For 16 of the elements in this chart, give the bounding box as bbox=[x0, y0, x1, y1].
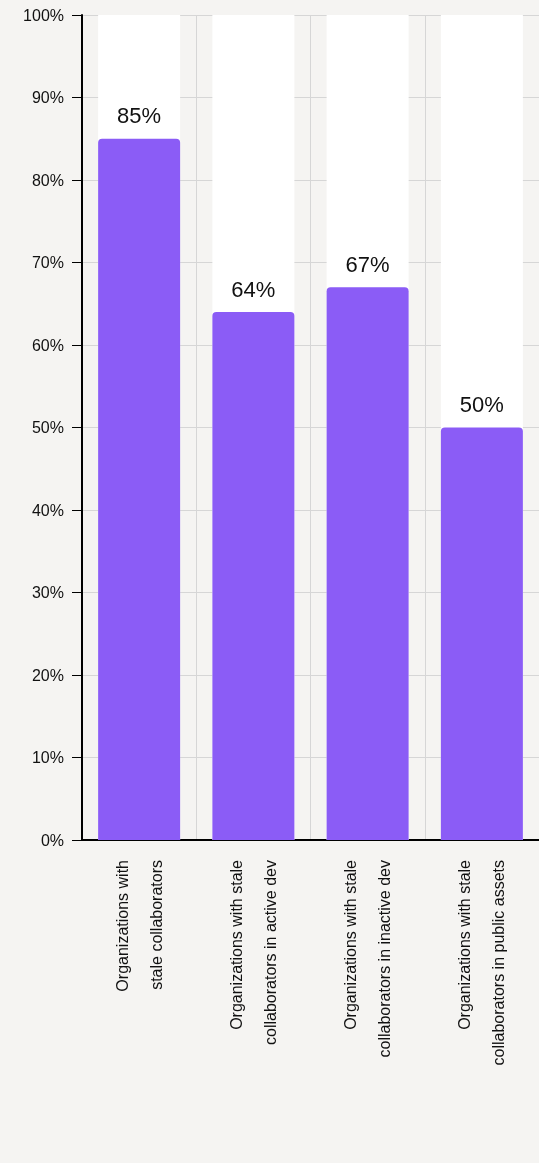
data-label: 64% bbox=[231, 276, 276, 302]
y-tick-label: 0% bbox=[40, 831, 64, 849]
y-tick-label: 30% bbox=[31, 584, 64, 601]
y-tick-label: 10% bbox=[31, 749, 64, 766]
x-tick-label: Organizations with stale collaborators bbox=[113, 860, 165, 992]
y-tick-label: 90% bbox=[31, 89, 64, 106]
y-tick-label: 80% bbox=[31, 171, 64, 189]
y-tick-label: 100% bbox=[23, 6, 64, 24]
y-tick-label: 20% bbox=[31, 666, 64, 684]
y-tick-label: 60% bbox=[31, 336, 64, 354]
y-tick-label: 70% bbox=[31, 254, 64, 271]
data-label: 67% bbox=[345, 251, 390, 277]
y-tick-label: 50% bbox=[31, 419, 64, 436]
data-label: 85% bbox=[117, 103, 162, 129]
y-tick-label: 40% bbox=[31, 501, 64, 519]
data-label: 50% bbox=[459, 392, 504, 417]
